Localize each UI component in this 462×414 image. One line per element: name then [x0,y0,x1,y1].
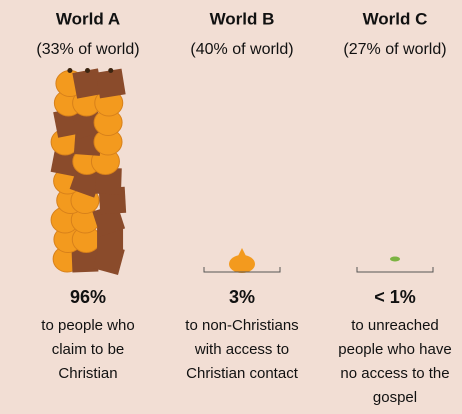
description: people who have [338,341,451,358]
description: to unreached [351,317,439,334]
description: claim to be [52,341,125,358]
bag-tie [85,68,91,73]
bag-top [238,248,246,256]
column-title: World A [56,9,120,28]
description: to people who [41,317,134,334]
bag [71,245,99,273]
value-label: 96% [70,287,106,307]
description: to non-Christians [185,317,298,334]
bag-pile [50,68,127,275]
description: Christian [58,365,117,382]
bracket [203,267,281,273]
column-subtitle: (40% of world) [190,41,293,58]
bag-pile [390,256,400,262]
bag [229,255,255,273]
description: gospel [373,389,417,406]
bag [95,68,126,99]
description: with access to [194,341,289,358]
column-title: World B [210,9,275,28]
bag-tie [67,68,73,73]
coin [390,256,400,262]
column-subtitle: (27% of world) [343,41,446,58]
value-label: < 1% [374,287,416,307]
bag-tie [108,68,114,73]
column-title: World C [363,9,428,28]
description: Christian contact [186,365,299,382]
description: no access to the [340,365,449,382]
bracket [356,267,434,273]
column-subtitle: (33% of world) [36,41,139,58]
bag [72,68,103,99]
bag-pile [229,248,255,273]
value-label: 3% [229,287,255,307]
